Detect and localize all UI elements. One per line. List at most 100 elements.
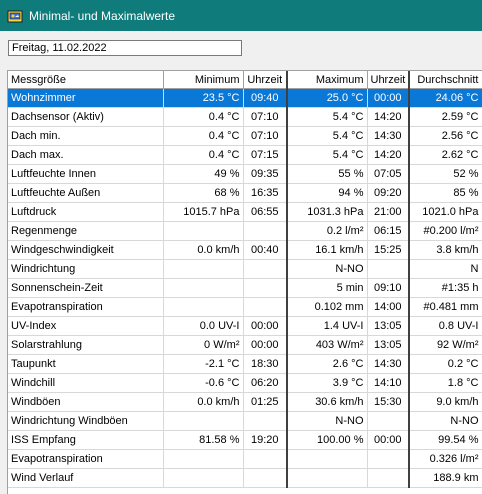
title-bar[interactable]: Minimal- und Maximalwerte	[0, 0, 482, 31]
cell-measure: Luftfeuchte Außen	[8, 183, 164, 203]
cell-measure: Evapotranspiration	[8, 449, 164, 469]
table-row[interactable]: Wind Verlauf 188.9 km	[8, 468, 482, 488]
cell-maximum: 5.4 °C	[287, 107, 368, 127]
cell-maximum: 0.102 mm	[287, 297, 368, 317]
table-row[interactable]: Windchill -0.6 °C 06:20 3.9 °C 14:10 1.8 °C	[8, 373, 482, 393]
cell-average: 1021.0 hPa	[409, 202, 482, 222]
cell-minimum: 0.4 °C	[163, 126, 244, 146]
table-row[interactable]: Dachsensor (Aktiv) 0.4 °C 07:10 5.4 °C 14:20…	[8, 107, 482, 127]
cell-max-time: 07:05	[367, 164, 410, 184]
cell-minimum: 0.0 km/h	[163, 392, 244, 412]
table-row[interactable]: Dach min. 0.4 °C 07:10 5.4 °C 14:30 2.56 °C	[8, 126, 482, 146]
table-row[interactable]: Evapotranspiration 0.102 mm 14:00 #0.481 mm	[8, 297, 482, 317]
header-maximum[interactable]: Maximum	[287, 71, 368, 89]
cell-maximum: 2.6 °C	[287, 354, 368, 374]
cell-minimum	[163, 221, 244, 241]
cell-measure: Dachsensor (Aktiv)	[8, 107, 164, 127]
cell-measure: Luftdruck	[8, 202, 164, 222]
table-row[interactable]: Windrichtung Windböen N-NO N-NO	[8, 411, 482, 431]
cell-measure: Wind Verlauf	[8, 468, 164, 488]
cell-average: 2.62 °C	[409, 145, 482, 165]
cell-maximum: N-NO	[287, 259, 368, 279]
table-row[interactable]: UV-Index 0.0 UV-I 00:00 1.4 UV-I 13:05 0.8 UV…	[8, 316, 482, 336]
cell-minimum: -2.1 °C	[163, 354, 244, 374]
cell-max-time: 21:00	[367, 202, 410, 222]
cell-average: 2.59 °C	[409, 107, 482, 127]
table-row[interactable]: Windrichtung N-NO N	[8, 259, 482, 279]
cell-min-time: 01:25	[243, 392, 288, 412]
min-max-table[interactable]: Messgröße Minimum Uhrzeit Maximum Uhrzei…	[7, 70, 482, 494]
table-row[interactable]: Evapotranspiration 0.326 l/m²	[8, 449, 482, 469]
cell-average: N-NO	[409, 411, 482, 431]
cell-max-time: 14:20	[367, 145, 410, 165]
cell-minimum	[163, 411, 244, 431]
header-durchschnitt[interactable]: Durchschnitt	[409, 71, 482, 89]
cell-max-time: 06:15	[367, 221, 410, 241]
weather-station-icon	[7, 10, 23, 22]
cell-measure: Wohnzimmer	[8, 88, 164, 108]
cell-maximum: 30.6 km/h	[287, 392, 368, 412]
cell-min-time	[243, 411, 288, 431]
cell-min-time	[243, 449, 288, 469]
cell-average: #0.481 mm	[409, 297, 482, 317]
window-title: Minimal- und Maximalwerte	[29, 8, 176, 23]
table-row[interactable]: Luftfeuchte Außen 68 % 16:35 94 % 09:20 85 %	[8, 183, 482, 203]
header-messgroesse[interactable]: Messgröße	[8, 71, 164, 89]
cell-minimum	[163, 468, 244, 488]
table-row[interactable]: Dach max. 0.4 °C 07:15 5.4 °C 14:20 2.62 °C	[8, 145, 482, 165]
cell-measure: Windrichtung Windböen	[8, 411, 164, 431]
table-row[interactable]: Taupunkt -2.1 °C 18:30 2.6 °C 14:30 0.2 °C	[8, 354, 482, 374]
cell-min-time: 19:20	[243, 430, 288, 450]
table-row[interactable]: Wohnzimmer 23.5 °C 09:40 25.0 °C 00:00 24.06 …	[8, 88, 482, 108]
cell-min-time: 07:10	[243, 126, 288, 146]
cell-max-time	[367, 259, 410, 279]
cell-average: 2.56 °C	[409, 126, 482, 146]
cell-average: 1.8 °C	[409, 373, 482, 393]
cell-average: 9.0 km/h	[409, 392, 482, 412]
cell-measure: Dach min.	[8, 126, 164, 146]
cell-average: 85 %	[409, 183, 482, 203]
date-field[interactable]: Freitag, 11.02.2022	[8, 40, 242, 56]
table-row[interactable]: Solarstrahlung 0 W/m² 00:00 403 W/m² 13:05 92…	[8, 335, 482, 355]
cell-maximum: 5 min	[287, 278, 368, 298]
cell-minimum	[163, 449, 244, 469]
cell-min-time: 00:00	[243, 316, 288, 336]
cell-maximum: 5.4 °C	[287, 126, 368, 146]
cell-maximum: 403 W/m²	[287, 335, 368, 355]
cell-average: 92 W/m²	[409, 335, 482, 355]
cell-maximum: 16.1 km/h	[287, 240, 368, 260]
cell-average: 3.8 km/h	[409, 240, 482, 260]
cell-measure: UV-Index	[8, 316, 164, 336]
table-row[interactable]: Regenmenge 0.2 l/m² 06:15 #0.200 l/m²	[8, 221, 482, 241]
cell-max-time	[367, 449, 410, 469]
cell-minimum: 23.5 °C	[163, 88, 244, 108]
cell-max-time: 15:25	[367, 240, 410, 260]
table-row[interactable]: Sonnenschein-Zeit 5 min 09:10 #1:35 h	[8, 278, 482, 298]
table-row[interactable]: Luftfeuchte Innen 49 % 09:35 55 % 07:05 52 %	[8, 164, 482, 184]
table-row[interactable]: Luftdruck 1015.7 hPa 06:55 1031.3 hPa 21:00 1…	[8, 202, 482, 222]
cell-max-time: 14:30	[367, 126, 410, 146]
cell-min-time	[243, 297, 288, 317]
cell-maximum: 1.4 UV-I	[287, 316, 368, 336]
cell-min-time: 16:35	[243, 183, 288, 203]
cell-average: #0.200 l/m²	[409, 221, 482, 241]
cell-average: 188.9 km	[409, 468, 482, 488]
cell-minimum: 1015.7 hPa	[163, 202, 244, 222]
header-uhrzeit-max[interactable]: Uhrzeit	[367, 71, 410, 89]
cell-min-time	[243, 221, 288, 241]
cell-maximum	[287, 449, 368, 469]
header-uhrzeit-min[interactable]: Uhrzeit	[243, 71, 288, 89]
header-minimum[interactable]: Minimum	[163, 71, 244, 89]
cell-average: 0.326 l/m²	[409, 449, 482, 469]
table-row[interactable]: ISS Empfang 81.58 % 19:20 100.00 % 00:00 99.5…	[8, 430, 482, 450]
cell-max-time: 00:00	[367, 88, 410, 108]
table-row[interactable]: Windböen 0.0 km/h 01:25 30.6 km/h 15:30 9.0 k…	[8, 392, 482, 412]
cell-max-time: 13:05	[367, 316, 410, 336]
cell-min-time: 06:20	[243, 373, 288, 393]
cell-minimum	[163, 259, 244, 279]
cell-measure: Solarstrahlung	[8, 335, 164, 355]
cell-maximum: N-NO	[287, 411, 368, 431]
cell-maximum: 94 %	[287, 183, 368, 203]
table-row[interactable]: Windgeschwindigkeit 0.0 km/h 00:40 16.1 km/…	[8, 240, 482, 260]
cell-minimum: 81.58 %	[163, 430, 244, 450]
